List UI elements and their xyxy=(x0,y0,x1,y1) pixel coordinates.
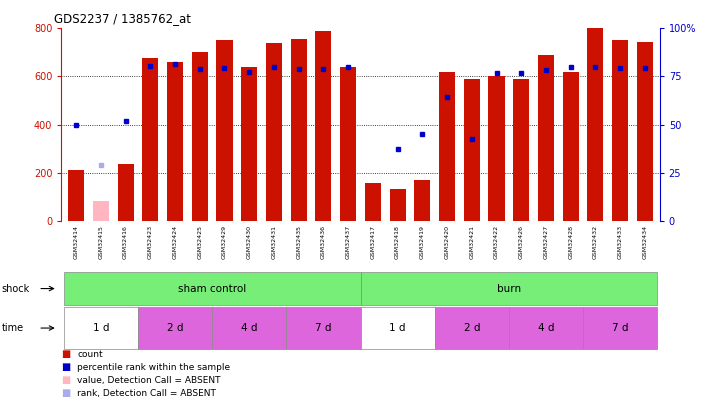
Text: GSM32416: GSM32416 xyxy=(123,225,128,259)
Text: GSM32430: GSM32430 xyxy=(247,225,252,259)
Bar xyxy=(63,272,360,305)
Text: 7 d: 7 d xyxy=(315,323,332,333)
Text: GSM32428: GSM32428 xyxy=(568,225,573,259)
Text: GSM32422: GSM32422 xyxy=(494,225,499,259)
Text: GSM32425: GSM32425 xyxy=(198,225,203,259)
Bar xyxy=(68,170,84,221)
Bar xyxy=(612,40,628,221)
Bar xyxy=(637,42,653,221)
Text: count: count xyxy=(77,350,103,359)
Bar xyxy=(415,180,430,221)
Text: GSM32436: GSM32436 xyxy=(321,225,326,259)
Bar xyxy=(360,272,658,305)
Text: ■: ■ xyxy=(61,362,71,372)
Text: sham control: sham control xyxy=(178,284,247,294)
Text: GSM32421: GSM32421 xyxy=(469,225,474,259)
Bar xyxy=(93,201,109,221)
Bar xyxy=(167,62,183,221)
Text: GSM32415: GSM32415 xyxy=(98,225,103,259)
Text: 1 d: 1 d xyxy=(389,323,406,333)
Bar xyxy=(291,39,306,221)
Text: 1 d: 1 d xyxy=(92,323,109,333)
Text: burn: burn xyxy=(497,284,521,294)
Text: 4 d: 4 d xyxy=(241,323,257,333)
Bar xyxy=(464,79,479,221)
Text: GSM32424: GSM32424 xyxy=(172,225,177,259)
Bar xyxy=(360,307,435,350)
Bar xyxy=(439,72,455,221)
Bar xyxy=(192,52,208,221)
Text: GDS2237 / 1385762_at: GDS2237 / 1385762_at xyxy=(54,12,191,25)
Bar xyxy=(286,307,360,350)
Text: GSM32435: GSM32435 xyxy=(296,225,301,259)
Bar xyxy=(266,43,282,221)
Text: GSM32429: GSM32429 xyxy=(222,225,227,259)
Bar xyxy=(118,164,133,221)
Bar xyxy=(216,40,233,221)
Bar xyxy=(435,307,509,350)
Text: GSM32419: GSM32419 xyxy=(420,225,425,259)
Text: 7 d: 7 d xyxy=(612,323,629,333)
Text: GSM32437: GSM32437 xyxy=(345,225,350,259)
Text: GSM32426: GSM32426 xyxy=(518,225,523,259)
Text: 2 d: 2 d xyxy=(464,323,480,333)
Bar xyxy=(513,79,529,221)
Text: rank, Detection Call = ABSENT: rank, Detection Call = ABSENT xyxy=(77,389,216,398)
Text: value, Detection Call = ABSENT: value, Detection Call = ABSENT xyxy=(77,376,221,385)
Bar xyxy=(340,67,356,221)
Bar xyxy=(315,31,332,221)
Bar xyxy=(138,307,212,350)
Bar xyxy=(242,67,257,221)
Text: ■: ■ xyxy=(61,375,71,385)
Bar xyxy=(538,55,554,221)
Text: 4 d: 4 d xyxy=(538,323,554,333)
Bar xyxy=(63,307,138,350)
Bar xyxy=(562,72,579,221)
Bar xyxy=(389,190,406,221)
Bar xyxy=(488,77,505,221)
Text: time: time xyxy=(1,323,24,333)
Text: GSM32427: GSM32427 xyxy=(544,225,549,259)
Text: 2 d: 2 d xyxy=(167,323,183,333)
Text: GSM32431: GSM32431 xyxy=(271,225,276,259)
Text: GSM32423: GSM32423 xyxy=(148,225,153,259)
Text: shock: shock xyxy=(1,284,30,294)
Text: GSM32433: GSM32433 xyxy=(618,225,623,259)
Text: percentile rank within the sample: percentile rank within the sample xyxy=(77,363,230,372)
Bar xyxy=(509,307,583,350)
Text: ■: ■ xyxy=(61,388,71,398)
Bar xyxy=(142,58,159,221)
Text: GSM32434: GSM32434 xyxy=(642,225,647,259)
Bar xyxy=(212,307,286,350)
Bar xyxy=(583,307,658,350)
Text: GSM32418: GSM32418 xyxy=(395,225,400,259)
Text: GSM32420: GSM32420 xyxy=(445,225,450,259)
Text: ■: ■ xyxy=(61,350,71,359)
Bar xyxy=(588,28,603,221)
Text: GSM32414: GSM32414 xyxy=(74,225,79,259)
Text: GSM32432: GSM32432 xyxy=(593,225,598,259)
Text: GSM32417: GSM32417 xyxy=(371,225,376,259)
Bar xyxy=(365,183,381,221)
